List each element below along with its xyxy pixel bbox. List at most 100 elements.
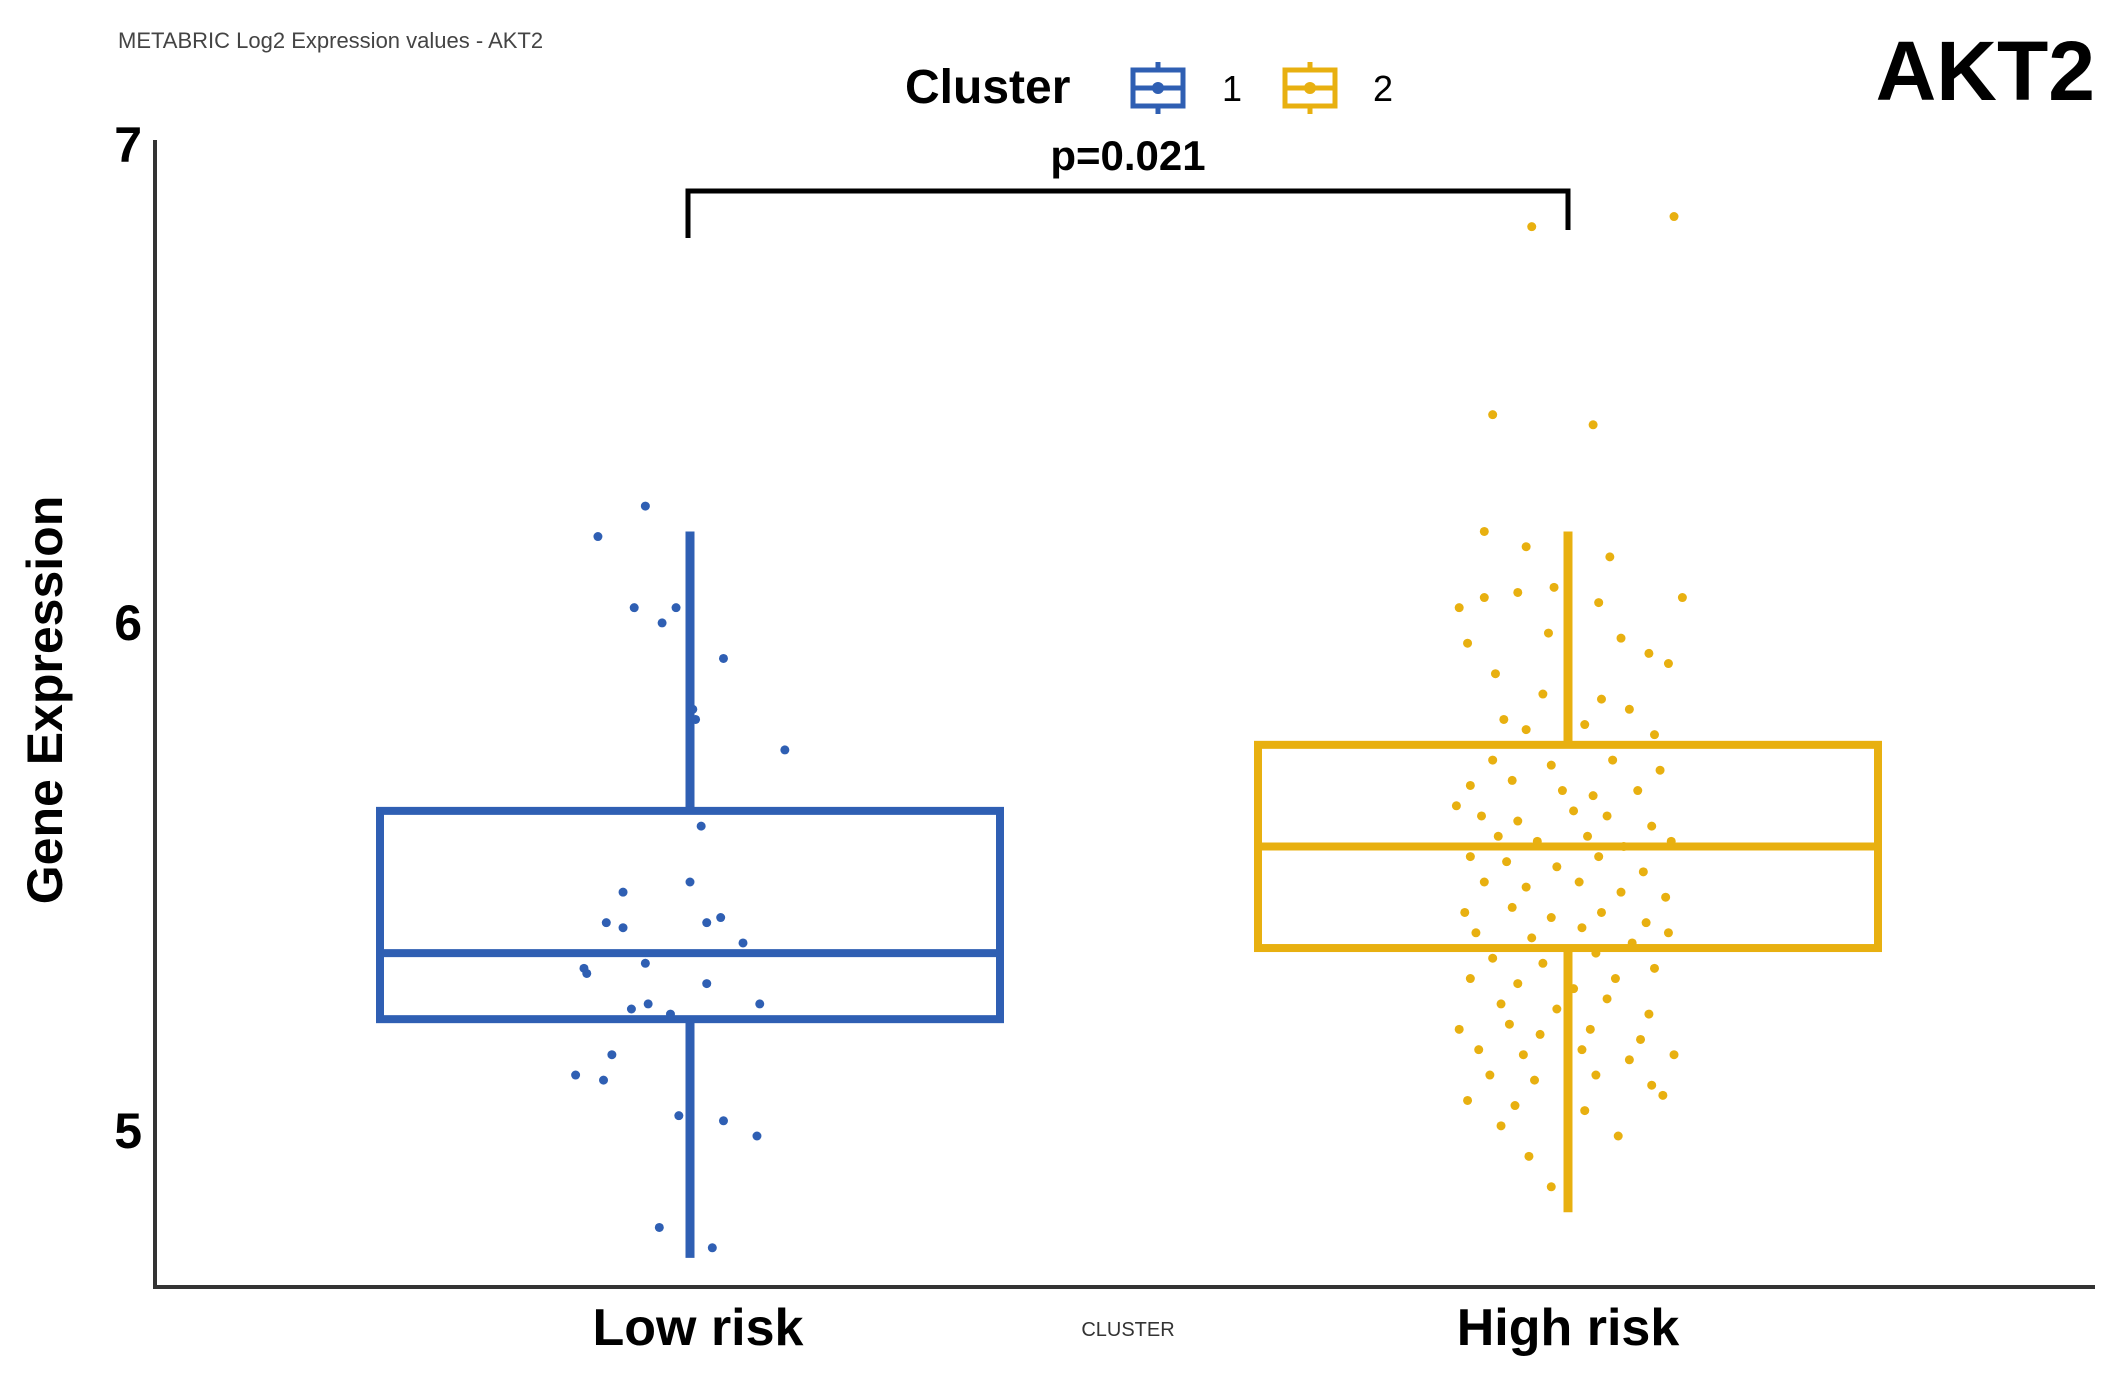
data-point-high-risk-42 (1532, 836, 1542, 846)
data-point-low-risk-5 (718, 653, 728, 663)
data-point-high-risk-63 (1577, 923, 1587, 933)
data-point-high-risk-85 (1577, 1045, 1587, 1055)
data-point-high-risk-72 (1569, 984, 1579, 994)
data-point-high-risk-45 (1666, 836, 1676, 846)
data-point-high-risk-89 (1530, 1075, 1540, 1085)
data-point-high-risk-65 (1663, 928, 1673, 938)
data-point-high-risk-46 (1465, 852, 1475, 862)
data-point-high-risk-32 (1557, 786, 1567, 796)
data-point-high-risk-39 (1602, 811, 1612, 821)
data-point-high-risk-16 (1644, 648, 1654, 658)
data-point-high-risk-58 (1546, 913, 1556, 923)
x-axis-title: CLUSTER (1081, 1319, 1174, 1341)
data-point-high-risk-48 (1552, 862, 1562, 872)
data-point-low-risk-2 (629, 603, 639, 613)
data-point-high-risk-28 (1608, 755, 1618, 765)
data-point-high-risk-36 (1477, 811, 1487, 821)
chart-title: AKT2 (1876, 24, 2095, 118)
data-point-high-risk-66 (1488, 953, 1498, 963)
data-point-high-risk-37 (1513, 816, 1523, 826)
data-point-high-risk-50 (1638, 867, 1648, 877)
data-point-high-risk-94 (1580, 1106, 1590, 1116)
data-point-high-risk-78 (1454, 1024, 1464, 1034)
data-point-high-risk-15 (1616, 633, 1626, 643)
data-point-low-risk-14 (702, 918, 712, 928)
legend-key-1-dot (1152, 82, 1164, 94)
data-point-high-risk-86 (1624, 1055, 1634, 1065)
x-tick-label-high-risk: High risk (1457, 1299, 1680, 1357)
data-point-high-risk-67 (1538, 958, 1548, 968)
data-point-high-risk-11 (1454, 603, 1464, 613)
data-point-high-risk-71 (1513, 979, 1523, 989)
significance-bracket (685, 188, 1571, 238)
data-point-high-risk-64 (1627, 938, 1637, 948)
data-point-high-risk-69 (1649, 963, 1659, 973)
data-point-high-risk-99 (1546, 1182, 1556, 1192)
legend-title: Cluster (905, 61, 1070, 114)
data-point-low-risk-3 (671, 603, 681, 613)
data-point-high-risk-2 (1488, 410, 1498, 420)
data-point-high-risk-38 (1569, 806, 1579, 816)
data-point-low-risk-6 (688, 704, 698, 714)
data-point-high-risk-79 (1504, 1019, 1514, 1029)
data-point-low-risk-1 (640, 501, 650, 511)
data-point-high-risk-30 (1465, 780, 1475, 790)
data-point-high-risk-60 (1641, 918, 1651, 928)
data-point-high-risk-18 (1663, 659, 1673, 669)
data-point-high-risk-53 (1574, 877, 1584, 887)
legend-label-1: 1 (1222, 68, 1242, 109)
data-point-high-risk-23 (1521, 725, 1531, 735)
data-point-low-risk-15 (716, 913, 726, 923)
data-point-high-risk-40 (1647, 821, 1657, 831)
legend-key-cluster-1 (1130, 62, 1186, 114)
data-point-high-risk-56 (1460, 907, 1470, 917)
data-point-high-risk-91 (1647, 1080, 1657, 1090)
data-point-high-risk-83 (1474, 1045, 1484, 1055)
data-point-low-risk-29 (718, 1116, 728, 1126)
data-point-high-risk-49 (1594, 852, 1604, 862)
data-point-low-risk-10 (618, 887, 628, 897)
data-point-high-risk-59 (1596, 907, 1606, 917)
data-point-high-risk-9 (1479, 593, 1489, 603)
data-point-high-risk-21 (1624, 704, 1634, 714)
data-point-high-risk-3 (1588, 420, 1598, 430)
data-point-low-risk-11 (685, 877, 695, 887)
data-point-high-risk-54 (1616, 887, 1626, 897)
data-point-high-risk-27 (1546, 760, 1556, 770)
data-point-high-risk-97 (1613, 1131, 1623, 1141)
data-point-high-risk-43 (1583, 831, 1593, 841)
data-point-high-risk-41 (1493, 831, 1503, 841)
data-point-high-risk-92 (1463, 1095, 1473, 1105)
data-point-low-risk-28 (674, 1111, 684, 1121)
box-low-risk (376, 806, 1004, 1024)
data-point-low-risk-19 (640, 958, 650, 968)
points-layer (571, 212, 1687, 1253)
data-point-high-risk-70 (1465, 974, 1475, 984)
data-point-high-risk-13 (1463, 638, 1473, 648)
data-point-high-risk-8 (1549, 582, 1559, 592)
data-point-high-risk-14 (1543, 628, 1553, 638)
data-point-high-risk-80 (1535, 1029, 1545, 1039)
data-point-low-risk-25 (607, 1050, 617, 1060)
data-point-low-risk-16 (738, 938, 748, 948)
data-point-high-risk-57 (1507, 902, 1517, 912)
data-point-high-risk-19 (1538, 689, 1548, 699)
data-point-high-risk-95 (1658, 1090, 1668, 1100)
data-point-high-risk-10 (1594, 598, 1604, 608)
data-point-high-risk-35 (1451, 801, 1461, 811)
data-point-high-risk-75 (1552, 1004, 1562, 1014)
data-point-high-risk-12 (1677, 593, 1687, 603)
y-tick-label-6: 6 (114, 595, 142, 651)
data-point-high-risk-22 (1499, 714, 1509, 724)
data-point-high-risk-34 (1633, 786, 1643, 796)
data-point-high-risk-90 (1591, 1070, 1601, 1080)
data-point-high-risk-68 (1591, 948, 1601, 958)
data-point-low-risk-21 (626, 1004, 636, 1014)
data-point-high-risk-74 (1496, 999, 1506, 1009)
data-point-low-risk-22 (643, 999, 653, 1009)
data-point-high-risk-77 (1644, 1009, 1654, 1019)
data-point-low-risk-32 (707, 1243, 717, 1253)
data-point-high-risk-33 (1588, 791, 1598, 801)
legend-key-cluster-2 (1282, 62, 1338, 114)
data-point-low-risk-12 (601, 918, 611, 928)
